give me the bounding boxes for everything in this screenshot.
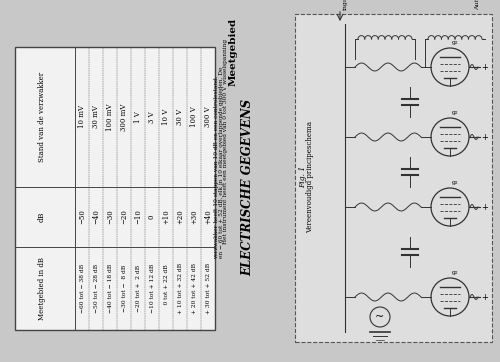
Text: −60 tot − 38 dB: −60 tot − 38 dB bbox=[80, 264, 84, 313]
Text: Meetgebied: Meetgebied bbox=[228, 18, 237, 86]
Text: + 10 tot + 32 dB: + 10 tot + 32 dB bbox=[178, 263, 182, 314]
Bar bbox=[295, 14, 492, 342]
Text: Meetgebied in dB: Meetgebied in dB bbox=[38, 257, 46, 320]
Text: +10: +10 bbox=[162, 210, 170, 224]
Text: Fig. 1: Fig. 1 bbox=[299, 166, 307, 188]
Text: g₂: g₂ bbox=[452, 110, 458, 115]
Text: +: + bbox=[481, 202, 488, 211]
Text: 30 V: 30 V bbox=[176, 109, 184, 125]
Text: −10: −10 bbox=[134, 210, 142, 224]
Text: 10 mV: 10 mV bbox=[78, 105, 86, 129]
Text: + 30 tot + 52 dB: + 30 tot + 52 dB bbox=[206, 263, 210, 314]
Text: 0 tot + 22 dB: 0 tot + 22 dB bbox=[164, 265, 168, 312]
Text: en − 60 tot + 52 dB, elk in 10 elkaar overlappende gebieden. De: en − 60 tot + 52 dB, elk in 10 elkaar ov… bbox=[218, 66, 224, 258]
Text: 3 V: 3 V bbox=[148, 111, 156, 123]
Text: 300 mV: 300 mV bbox=[120, 103, 128, 131]
Text: 30 mV: 30 mV bbox=[92, 106, 100, 129]
Text: +40: +40 bbox=[204, 210, 212, 224]
Text: 300 V: 300 V bbox=[204, 107, 212, 127]
Text: ~: ~ bbox=[376, 312, 384, 322]
Text: Auit O: Auit O bbox=[476, 0, 480, 10]
Text: ingang: ingang bbox=[342, 0, 347, 10]
Text: −20: −20 bbox=[120, 210, 128, 224]
Text: g₂: g₂ bbox=[452, 40, 458, 45]
Text: ELECTRISCHE GEGEVENS: ELECTRISCHE GEGEVENS bbox=[242, 98, 254, 275]
Text: −30: −30 bbox=[106, 210, 114, 224]
Text: Stand van de verzwakker: Stand van de verzwakker bbox=[38, 72, 46, 162]
Text: +: + bbox=[481, 132, 488, 142]
Text: + 20 tot + 42 dB: + 20 tot + 42 dB bbox=[192, 263, 196, 314]
Text: +30: +30 bbox=[190, 210, 198, 224]
Text: g₂: g₂ bbox=[452, 270, 458, 275]
Text: −50: −50 bbox=[78, 210, 86, 224]
Text: 1 V: 1 V bbox=[134, 111, 142, 123]
Text: 10 V: 10 V bbox=[162, 109, 170, 125]
Text: 100 mV: 100 mV bbox=[106, 103, 114, 131]
Text: verzwakker heeft 10 stappen van 10 dB en een controlestand.: verzwakker heeft 10 stappen van 10 dB en… bbox=[214, 75, 220, 259]
Text: −30 tot −  8 dB: −30 tot − 8 dB bbox=[122, 265, 126, 312]
Text: dB: dB bbox=[38, 212, 46, 222]
Text: g₂: g₂ bbox=[452, 180, 458, 185]
Text: +: + bbox=[481, 63, 488, 72]
Text: +20: +20 bbox=[176, 210, 184, 224]
Text: +: + bbox=[481, 292, 488, 302]
Text: 100 V: 100 V bbox=[190, 107, 198, 127]
Text: −40 tot − 18 dB: −40 tot − 18 dB bbox=[108, 264, 112, 313]
Text: −10 tot + 12 dB: −10 tot + 12 dB bbox=[150, 264, 154, 313]
Text: 0: 0 bbox=[148, 215, 156, 219]
Text: Het instrument heeft een meetgebied van 0 tot 300 V wisselspanning: Het instrument heeft een meetgebied van … bbox=[222, 39, 228, 244]
Text: Vereenvoudigd principeschema: Vereenvoudigd principeschema bbox=[306, 121, 314, 233]
Text: −20 tot +  2 dB: −20 tot + 2 dB bbox=[136, 265, 140, 312]
Text: −50 tot − 28 dB: −50 tot − 28 dB bbox=[94, 264, 98, 313]
Text: −40: −40 bbox=[92, 210, 100, 224]
Bar bbox=[15, 47, 215, 330]
